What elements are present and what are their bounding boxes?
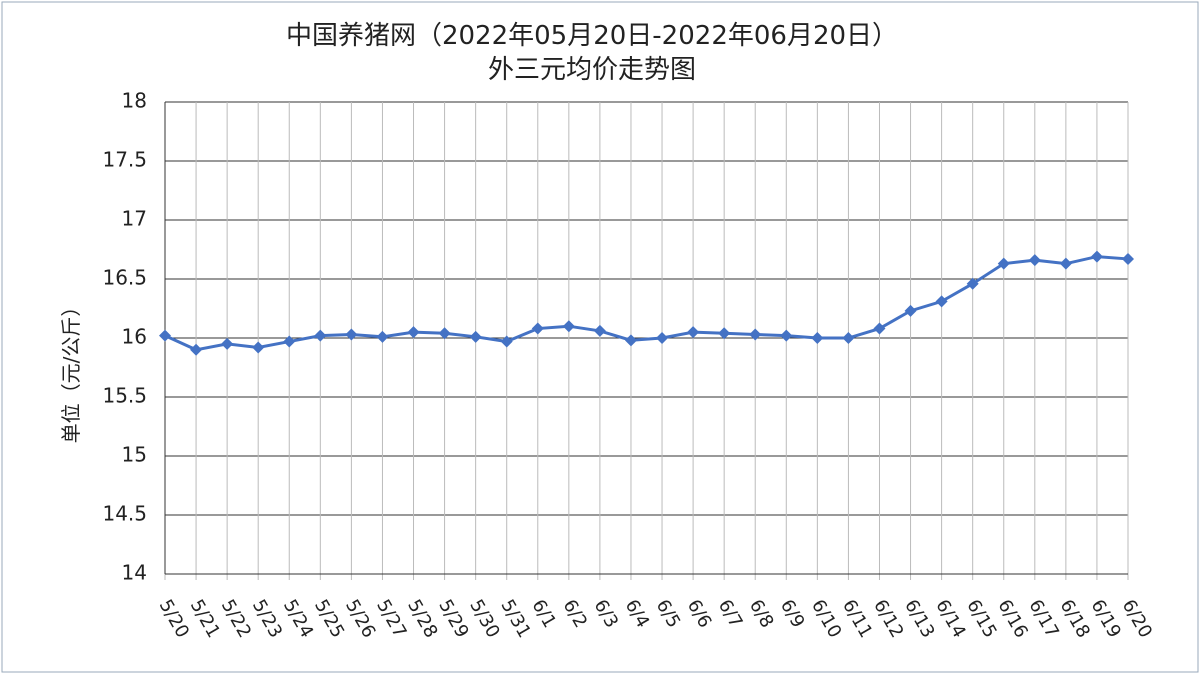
y-tick-label: 14 — [122, 561, 147, 585]
marker — [283, 335, 296, 348]
marker — [624, 334, 637, 347]
marker — [780, 329, 793, 342]
marker — [966, 277, 979, 290]
marker — [500, 335, 513, 348]
marker — [531, 322, 544, 335]
y-tick-label: 14.5 — [102, 502, 147, 526]
marker — [345, 328, 358, 341]
y-tick-label: 17 — [122, 207, 147, 231]
marker — [997, 257, 1010, 270]
marker — [221, 337, 234, 350]
marker — [593, 324, 606, 337]
y-tick-label: 16 — [122, 325, 147, 349]
marker — [314, 329, 327, 342]
chart-subtitle: 外三元均价走势图 — [488, 55, 696, 85]
marker — [873, 322, 886, 335]
marker — [904, 304, 917, 317]
chart-title: 中国养猪网（2022年05月20日-2022年06月20日） — [286, 21, 898, 51]
y-tick-label: 15.5 — [102, 384, 147, 408]
marker — [811, 332, 824, 344]
y-axis-label: 单位（元/公斤） — [59, 297, 83, 444]
marker — [935, 295, 948, 308]
marker — [562, 320, 575, 333]
marker — [190, 343, 203, 356]
y-tick-label: 17.5 — [102, 148, 147, 172]
marker — [469, 330, 482, 343]
marker — [1122, 252, 1134, 265]
marker — [656, 332, 669, 344]
marker — [1090, 250, 1103, 263]
marker — [749, 328, 762, 341]
y-tick-label: 16.5 — [102, 266, 147, 290]
marker — [1059, 257, 1072, 270]
marker — [718, 327, 731, 340]
y-tick-label: 15 — [122, 443, 147, 467]
marker — [1028, 254, 1041, 267]
marker — [687, 326, 700, 339]
marker — [438, 327, 451, 340]
marker — [407, 326, 420, 339]
marker — [376, 330, 389, 343]
marker — [252, 341, 265, 354]
marker — [159, 329, 171, 342]
y-tick-label: 18 — [122, 89, 147, 113]
marker — [842, 332, 855, 344]
